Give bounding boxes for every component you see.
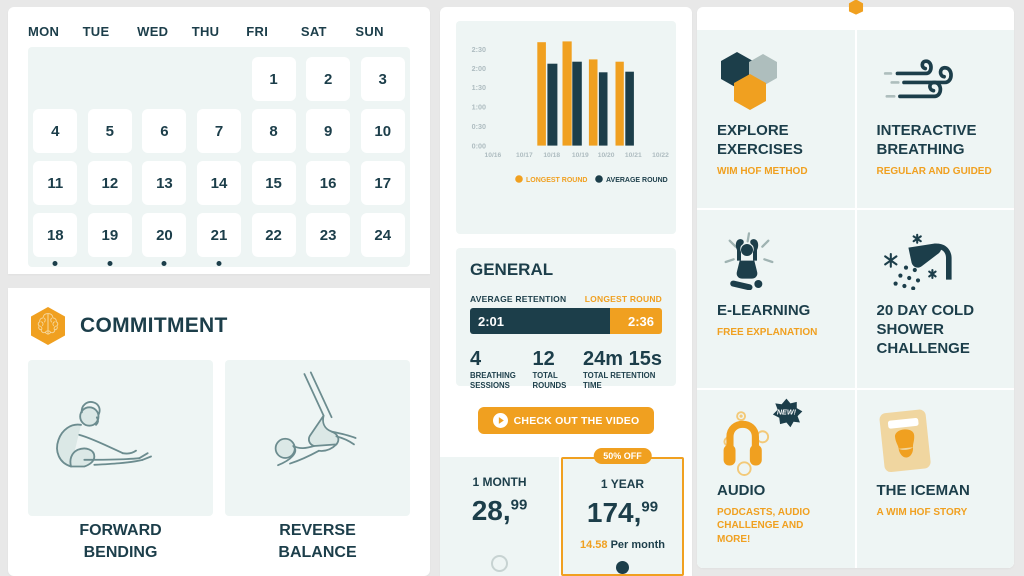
svg-text:10/22: 10/22: [652, 152, 669, 159]
svg-text:1:00: 1:00: [472, 103, 486, 112]
svg-text:LONGEST ROUND: LONGEST ROUND: [526, 177, 587, 184]
svg-text:1:30: 1:30: [472, 83, 486, 92]
svg-text:0:30: 0:30: [472, 122, 486, 131]
svg-text:0:00: 0:00: [472, 142, 486, 151]
svg-text:10/20: 10/20: [598, 152, 615, 159]
svg-text:2:00: 2:00: [472, 64, 486, 73]
svg-text:10/21: 10/21: [625, 152, 642, 159]
svg-text:10/19: 10/19: [572, 152, 589, 159]
svg-text:NEW!: NEW!: [777, 409, 797, 417]
svg-text:10/18: 10/18: [543, 152, 560, 159]
svg-text:10/16: 10/16: [485, 152, 502, 159]
svg-text:10/17: 10/17: [516, 152, 533, 159]
svg-text:2:30: 2:30: [472, 45, 486, 54]
svg-text:AVERAGE ROUND: AVERAGE ROUND: [606, 177, 668, 184]
